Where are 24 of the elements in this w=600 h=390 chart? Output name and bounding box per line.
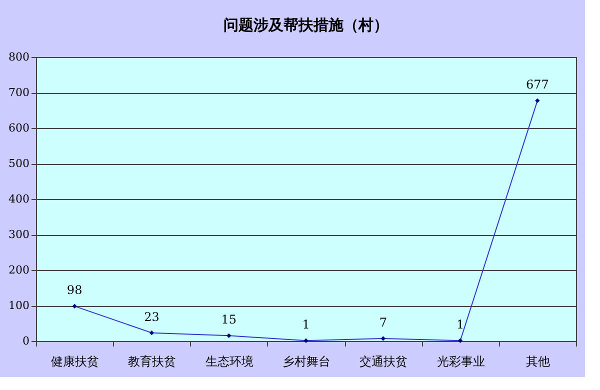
data-label: 1 [456, 318, 464, 332]
data-label: 1 [302, 318, 310, 332]
y-tick-label: 400 [8, 192, 30, 206]
x-tick-label: 乡村舞台 [282, 354, 330, 368]
y-tick-label: 500 [8, 157, 30, 170]
y-tick-label: 200 [8, 264, 30, 276]
data-label: 98 [66, 283, 82, 298]
y-tick-label: 0 [22, 334, 30, 348]
data-label: 15 [221, 312, 236, 327]
x-tick-label: 健康扶贫 [51, 354, 100, 368]
x-tick-label: 教育扶贫 [128, 354, 176, 368]
y-tick-label: 700 [8, 86, 30, 99]
data-label: 7 [379, 316, 387, 330]
x-tick-label: 其他 [526, 354, 550, 368]
data-label: 677 [526, 78, 549, 92]
x-tick-label: 生态环境 [205, 354, 254, 368]
chart-title: 问题涉及帮扶措施（村） [224, 16, 388, 34]
y-tick-label: 100 [8, 299, 30, 312]
y-tick-label: 800 [8, 50, 30, 64]
y-tick-label: 600 [8, 122, 30, 134]
x-tick-label: 交通扶贫 [360, 354, 408, 368]
data-label: 23 [144, 310, 160, 324]
x-tick-label: 光彩事业 [436, 354, 485, 368]
y-tick-label: 300 [8, 228, 30, 241]
